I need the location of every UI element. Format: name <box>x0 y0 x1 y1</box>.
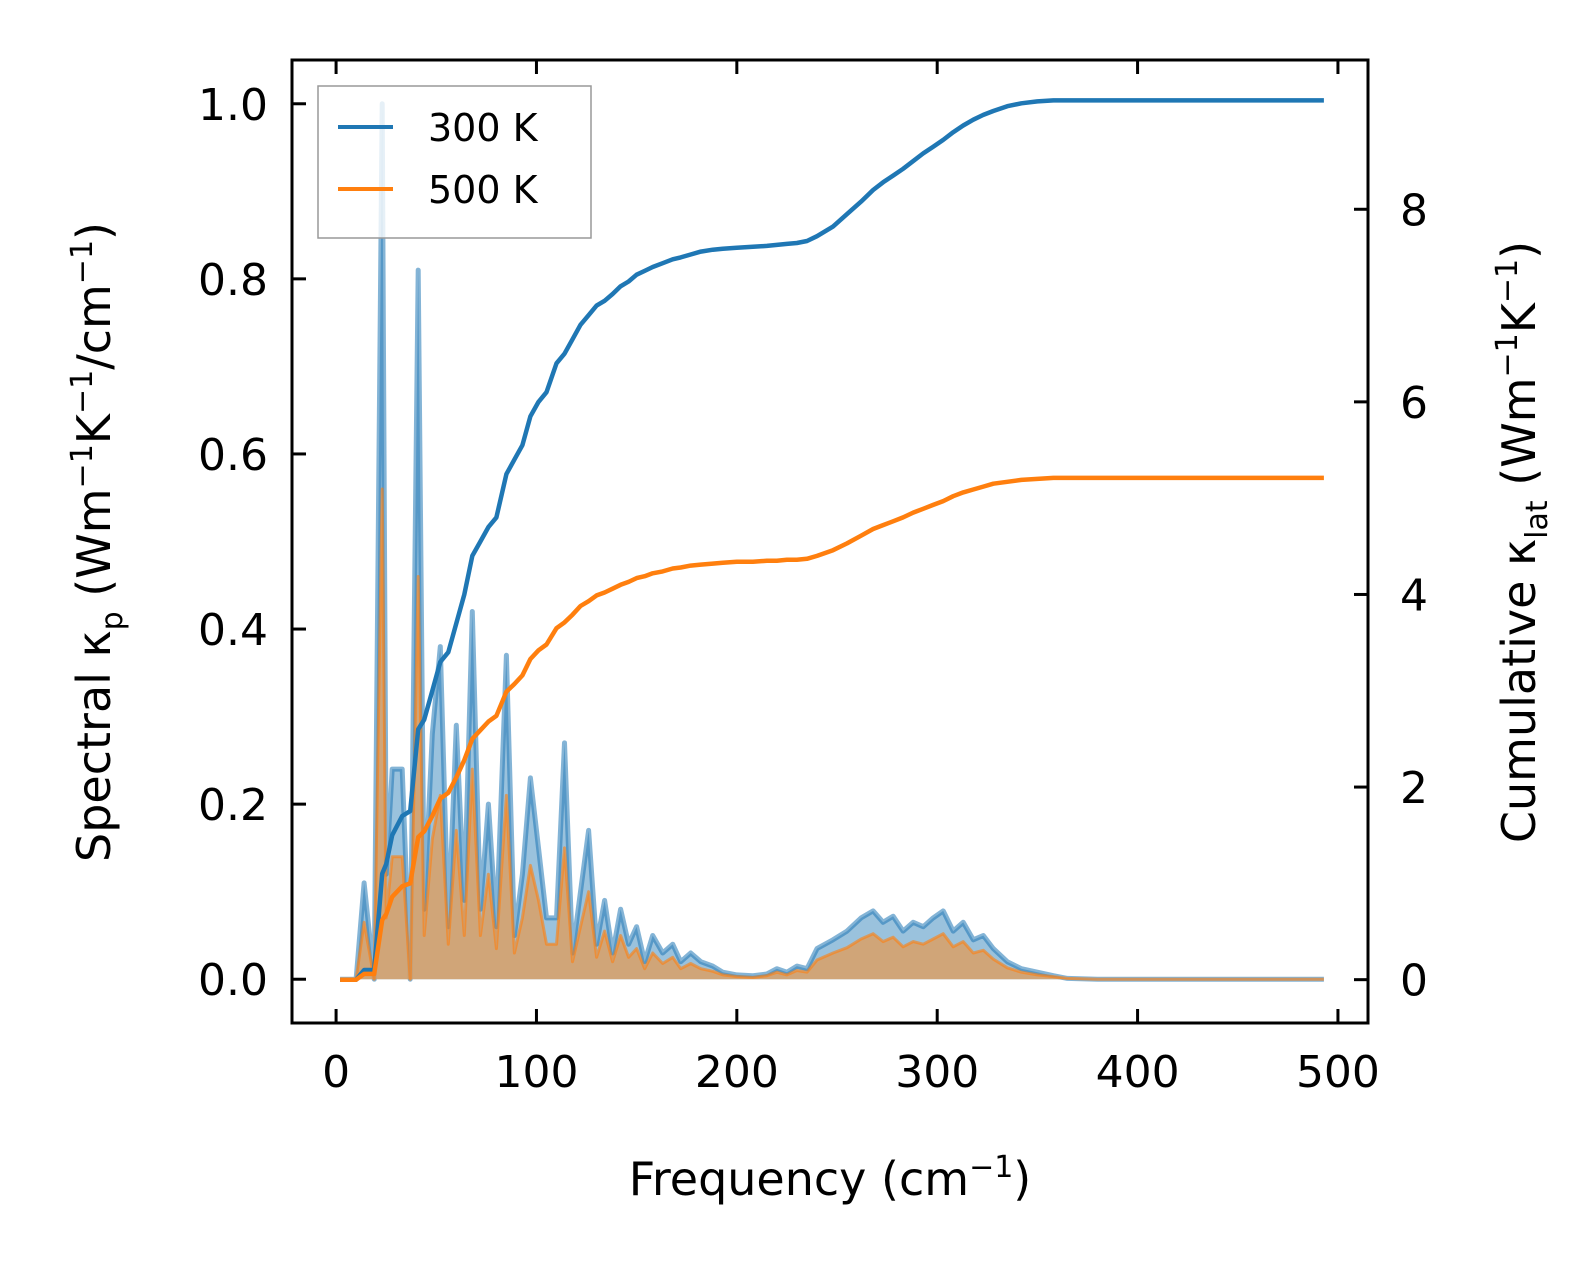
y-axis-right-ticks: 0 2 4 6 8 <box>1354 185 1428 1007</box>
x-tick-label: 300 <box>895 1047 979 1098</box>
y-tick-label-right: 4 <box>1400 570 1428 621</box>
y-axis-left-ticks: 0.0 0.2 0.4 0.6 0.8 1.0 <box>198 80 306 1006</box>
x-tick-label: 200 <box>695 1047 779 1098</box>
plot-area <box>340 98 1324 982</box>
x-tick-label: 400 <box>1096 1047 1180 1098</box>
y-axis-right-label: Cumulative κlat (Wm−1K−1) <box>1490 241 1555 843</box>
y-tick-label-left: 0.4 <box>198 605 268 656</box>
legend-label-300k: 300 K <box>428 106 539 150</box>
x-tick-label: 500 <box>1296 1047 1380 1098</box>
y-tick-label-left: 0.2 <box>198 780 268 831</box>
legend: 300 K 500 K <box>317 85 592 239</box>
spectral-line-500k <box>340 487 1324 981</box>
x-tick-label: 100 <box>494 1047 578 1098</box>
y-tick-label-left: 0.6 <box>198 430 268 481</box>
spectral-fills <box>340 101 1324 982</box>
y-tick-label-right: 8 <box>1400 185 1428 236</box>
y-tick-label-left: 1.0 <box>198 80 268 131</box>
plot-frame <box>290 58 1370 1025</box>
legend-label-500k: 500 K <box>428 168 539 212</box>
cumulative-lines <box>340 98 1324 982</box>
y-tick-label-left: 0.8 <box>198 255 268 306</box>
legend-box <box>317 85 592 239</box>
y-tick-label-left: 0.0 <box>198 955 268 1006</box>
x-axis-ticks: 0 100 200 300 400 500 <box>322 60 1380 1098</box>
x-tick-label: 0 <box>322 1047 350 1098</box>
y-axis-left-label: Spectral κp (Wm−1K−1/cm−1) <box>65 222 130 862</box>
spectral-fill-500k <box>340 489 1324 980</box>
cumulative-line-300k <box>340 98 1324 982</box>
cumulative-line-500k <box>340 475 1324 982</box>
y-tick-label-right: 0 <box>1400 956 1428 1007</box>
x-axis-label: Frequency (cm−1) <box>629 1150 1032 1206</box>
y-tick-label-right: 6 <box>1400 378 1428 429</box>
y-tick-label-right: 2 <box>1400 763 1428 814</box>
